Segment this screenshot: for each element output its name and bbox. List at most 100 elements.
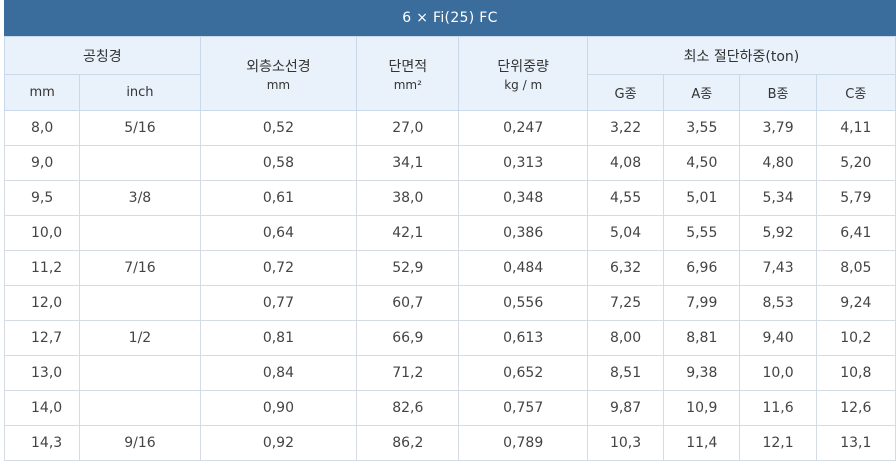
cell-strand-diameter: 0,64 xyxy=(199,215,358,251)
header-area-label: 단면적 xyxy=(388,58,428,75)
cell-unit-weight: 0,313 xyxy=(458,145,588,181)
cell-grade-c: 13,1 xyxy=(815,425,896,461)
cell-grade-a: 4,50 xyxy=(663,145,741,181)
table-row: 8,0 5/16 0,52 27,0 0,247 3,22 3,55 3,79 4,11 xyxy=(3,110,896,146)
cell-area: 66,9 xyxy=(356,320,460,356)
header-mm: mm xyxy=(3,74,81,111)
cell-unit-weight: 0,652 xyxy=(458,355,588,391)
cell-grade-b: 10,0 xyxy=(739,355,817,391)
table-row: 12,0 0,77 60,7 0,556 7,25 7,99 8,53 9,24 xyxy=(3,285,896,321)
cell-grade-c: 5,79 xyxy=(815,180,896,216)
cell-grade-c: 12,6 xyxy=(815,390,896,426)
cell-strand-diameter: 0,72 xyxy=(199,250,358,286)
table-row: 14,3 9/16 0,92 86,2 0,789 10,3 11,4 12,1 13,1 xyxy=(3,425,896,461)
cell-strand-diameter: 0,58 xyxy=(199,145,358,181)
cell-grade-g: 6,32 xyxy=(586,250,665,286)
cell-grade-b: 5,34 xyxy=(739,180,817,216)
table-row: 9,0 0,58 34,1 0,313 4,08 4,50 4,80 5,20 xyxy=(3,145,896,181)
cell-grade-c: 10,8 xyxy=(815,355,896,391)
header-strand-diameter: 외층소선경 mm xyxy=(199,36,358,111)
cell-area: 60,7 xyxy=(356,285,460,321)
cell-grade-g: 4,08 xyxy=(586,145,665,181)
cell-mm: 13,0 xyxy=(3,355,81,391)
cell-inch xyxy=(79,215,201,251)
table-row: 13,0 0,84 71,2 0,652 8,51 9,38 10,0 10,8 xyxy=(3,355,896,391)
cell-grade-a: 8,81 xyxy=(663,320,741,356)
cell-grade-b: 12,1 xyxy=(739,425,817,461)
cell-grade-a: 3,55 xyxy=(663,110,741,146)
cell-unit-weight: 0,247 xyxy=(458,110,588,146)
header-area: 단면적 mm² xyxy=(356,36,460,111)
cell-unit-weight: 0,789 xyxy=(458,425,588,461)
cell-strand-diameter: 0,90 xyxy=(199,390,358,426)
cell-inch xyxy=(79,355,201,391)
cell-inch xyxy=(79,390,201,426)
cell-grade-g: 3,22 xyxy=(586,110,665,146)
cell-unit-weight: 0,386 xyxy=(458,215,588,251)
cell-area: 52,9 xyxy=(356,250,460,286)
header-unit-weight-unit: kg / m xyxy=(504,77,543,92)
cell-strand-diameter: 0,52 xyxy=(199,110,358,146)
header-strand-diameter-label: 외층소선경 xyxy=(246,58,311,75)
wire-rope-spec-table: 공칭경 외층소선경 mm 단면적 mm² 단위중량 kg / m 최소 절단하중… xyxy=(3,36,896,461)
cell-grade-g: 8,51 xyxy=(586,355,665,391)
cell-grade-a: 9,38 xyxy=(663,355,741,391)
header-unit-weight-label: 단위중량 xyxy=(497,58,549,75)
cell-unit-weight: 0,348 xyxy=(458,180,588,216)
table-row: 9,5 3/8 0,61 38,0 0,348 4,55 5,01 5,34 5,79 xyxy=(3,180,896,216)
header-row-top: 공칭경 외층소선경 mm 단면적 mm² 단위중량 kg / m 최소 절단하중… xyxy=(4,36,896,111)
table-body: 8,0 5/16 0,52 27,0 0,247 3,22 3,55 3,79 4,11 9,0 0… xyxy=(3,110,896,461)
cell-area: 34,1 xyxy=(356,145,460,181)
cell-grade-a: 11,4 xyxy=(663,425,741,461)
spec-table-container: 6 × Fi(25) FC 공칭경 외층소선경 mm 단면적 mm² xyxy=(3,0,896,461)
cell-unit-weight: 0,484 xyxy=(458,250,588,286)
cell-unit-weight: 0,613 xyxy=(458,320,588,356)
cell-inch: 5/16 xyxy=(79,110,201,146)
cell-grade-g: 9,87 xyxy=(586,390,665,426)
header-grade-b: B종 xyxy=(739,74,817,111)
cell-area: 82,6 xyxy=(356,390,460,426)
header-nominal-diameter: 공칭경 xyxy=(4,36,201,75)
cell-strand-diameter: 0,92 xyxy=(199,425,358,461)
cell-grade-c: 6,41 xyxy=(815,215,896,251)
cell-grade-b: 9,40 xyxy=(739,320,817,356)
header-strand-diameter-unit: mm xyxy=(266,77,291,92)
cell-grade-c: 8,05 xyxy=(815,250,896,286)
cell-strand-diameter: 0,61 xyxy=(199,180,358,216)
cell-grade-g: 8,00 xyxy=(586,320,665,356)
cell-grade-a: 7,99 xyxy=(663,285,741,321)
cell-grade-c: 9,24 xyxy=(815,285,896,321)
cell-grade-b: 11,6 xyxy=(739,390,817,426)
cell-mm: 9,5 xyxy=(3,180,81,216)
cell-grade-b: 5,92 xyxy=(739,215,817,251)
table-row: 14,0 0,90 82,6 0,757 9,87 10,9 11,6 12,6 xyxy=(3,390,896,426)
cell-inch: 7/16 xyxy=(79,250,201,286)
cell-mm: 11,2 xyxy=(3,250,81,286)
cell-grade-b: 3,79 xyxy=(739,110,817,146)
cell-grade-g: 5,04 xyxy=(586,215,665,251)
header-grade-a: A종 xyxy=(663,74,741,111)
cell-grade-a: 10,9 xyxy=(663,390,741,426)
cell-grade-c: 10,2 xyxy=(815,320,896,356)
cell-inch: 9/16 xyxy=(79,425,201,461)
cell-grade-a: 5,55 xyxy=(663,215,741,251)
cell-mm: 8,0 xyxy=(3,110,81,146)
cell-mm: 9,0 xyxy=(3,145,81,181)
cell-strand-diameter: 0,77 xyxy=(199,285,358,321)
cell-strand-diameter: 0,81 xyxy=(199,320,358,356)
header-inch: inch xyxy=(79,74,201,111)
cell-mm: 12,7 xyxy=(3,320,81,356)
cell-inch: 1/2 xyxy=(79,320,201,356)
table-row: 12,7 1/2 0,81 66,9 0,613 8,00 8,81 9,40 10,2 xyxy=(3,320,896,356)
header-breaking-load: 최소 절단하중(ton) xyxy=(586,36,896,75)
cell-grade-b: 4,80 xyxy=(739,145,817,181)
cell-grade-a: 6,96 xyxy=(663,250,741,286)
cell-area: 38,0 xyxy=(356,180,460,216)
cell-inch: 3/8 xyxy=(79,180,201,216)
cell-unit-weight: 0,757 xyxy=(458,390,588,426)
cell-area: 42,1 xyxy=(356,215,460,251)
cell-inch xyxy=(79,285,201,321)
cell-mm: 10,0 xyxy=(3,215,81,251)
cell-grade-b: 7,43 xyxy=(739,250,817,286)
cell-grade-b: 8,53 xyxy=(739,285,817,321)
